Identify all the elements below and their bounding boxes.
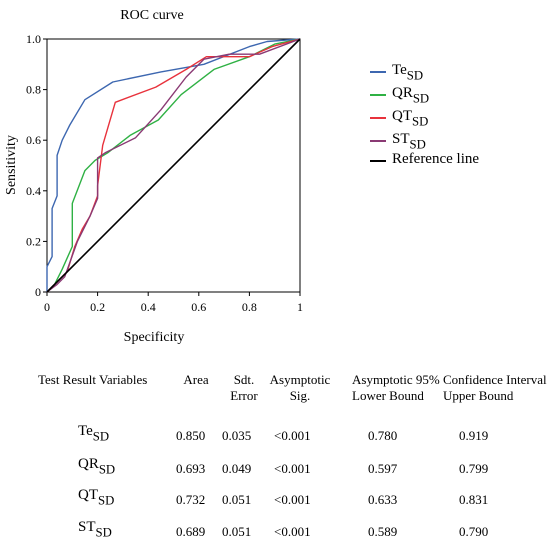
axis-ticks: 0 0.2 0.4 0.6 0.8 1 0 0.2 0.4 0.6 0.8 1.0 bbox=[26, 32, 303, 314]
x-tick-label: 1 bbox=[297, 300, 303, 314]
plot-lines bbox=[46, 38, 301, 293]
header-error-line2: Error bbox=[230, 388, 258, 403]
header-variables: Test Result Variables bbox=[38, 372, 148, 387]
x-tick-label: 0.8 bbox=[242, 300, 257, 314]
cell-lower: 0.633 bbox=[368, 492, 398, 507]
cell-area: 0.850 bbox=[176, 428, 206, 443]
cell-upper: 0.790 bbox=[459, 524, 489, 539]
legend-label-reference: Reference line bbox=[392, 151, 480, 167]
cell-error: 0.051 bbox=[222, 524, 252, 539]
legend-swatch-qr bbox=[370, 94, 386, 96]
cell-lower: 0.780 bbox=[368, 428, 398, 443]
cell-sig: <0.001 bbox=[274, 524, 311, 539]
cell-lower: 0.597 bbox=[368, 461, 398, 476]
plot-frame bbox=[46, 38, 301, 293]
header-lower-bound: Lower Bound bbox=[352, 388, 424, 403]
x-tick-label: 0.4 bbox=[141, 300, 156, 314]
cell-error: 0.051 bbox=[222, 492, 252, 507]
cell-variable: QRSD bbox=[78, 456, 116, 477]
cell-error: 0.035 bbox=[222, 428, 252, 443]
y-tick-label: 0.8 bbox=[26, 83, 41, 97]
x-tick-label: 0 bbox=[44, 300, 50, 314]
legend-label-qr: QRSD bbox=[392, 85, 430, 106]
legend-swatch-reference bbox=[370, 160, 386, 162]
cell-sig: <0.001 bbox=[274, 461, 311, 476]
y-tick-label: 0.2 bbox=[26, 234, 41, 248]
legend-label-qt: QTSD bbox=[392, 108, 429, 129]
header-upper-bound: Upper Bound bbox=[443, 388, 514, 403]
cell-error: 0.049 bbox=[222, 461, 252, 476]
cell-upper: 0.831 bbox=[459, 492, 489, 507]
y-tick-label: 1.0 bbox=[26, 32, 41, 46]
legend-swatch-st bbox=[370, 140, 386, 142]
cell-variable: TeSD bbox=[78, 423, 110, 444]
roc-chart: ROC curve Specificity Sensitivity 0 0.2 0.… bbox=[4, 8, 303, 345]
header-sig-line1: Asymptotic bbox=[269, 372, 331, 387]
series-line-st bbox=[46, 38, 301, 293]
axes bbox=[46, 38, 301, 293]
series-line-reference bbox=[46, 38, 301, 293]
cell-upper: 0.799 bbox=[459, 461, 489, 476]
legend-swatch-qt bbox=[370, 117, 386, 119]
cell-variable: QTSD bbox=[78, 487, 115, 508]
y-tick-label: 0 bbox=[35, 285, 41, 299]
cell-area: 0.689 bbox=[176, 524, 206, 539]
legend-label-te: TeSD bbox=[392, 62, 424, 83]
header-error-line1: Sdt. bbox=[233, 372, 255, 387]
series-line-te bbox=[46, 38, 301, 292]
header-ci-title: Asymptotic 95% Confidence Interval bbox=[352, 372, 547, 387]
cell-sig: <0.001 bbox=[274, 492, 311, 507]
y-tick-label: 0.4 bbox=[26, 184, 41, 198]
cell-variable: STSD bbox=[78, 519, 112, 540]
chart-title: ROC curve bbox=[120, 8, 183, 23]
series-line-qr bbox=[46, 38, 301, 293]
x-tick-label: 0.2 bbox=[90, 300, 105, 314]
cell-area: 0.693 bbox=[176, 461, 206, 476]
header-sig-line2: Sig. bbox=[289, 388, 311, 403]
legend-label-st: STSD bbox=[392, 131, 426, 152]
cell-upper: 0.919 bbox=[459, 428, 489, 443]
y-axis-label: Sensitivity bbox=[4, 135, 19, 195]
cell-area: 0.732 bbox=[176, 492, 206, 507]
legend-swatch-te bbox=[370, 71, 386, 73]
cell-sig: <0.001 bbox=[274, 428, 311, 443]
x-axis-label: Specificity bbox=[124, 330, 185, 345]
x-tick-label: 0.6 bbox=[191, 300, 206, 314]
y-tick-label: 0.6 bbox=[26, 133, 41, 147]
header-area: Area bbox=[183, 372, 209, 387]
cell-lower: 0.589 bbox=[368, 524, 398, 539]
